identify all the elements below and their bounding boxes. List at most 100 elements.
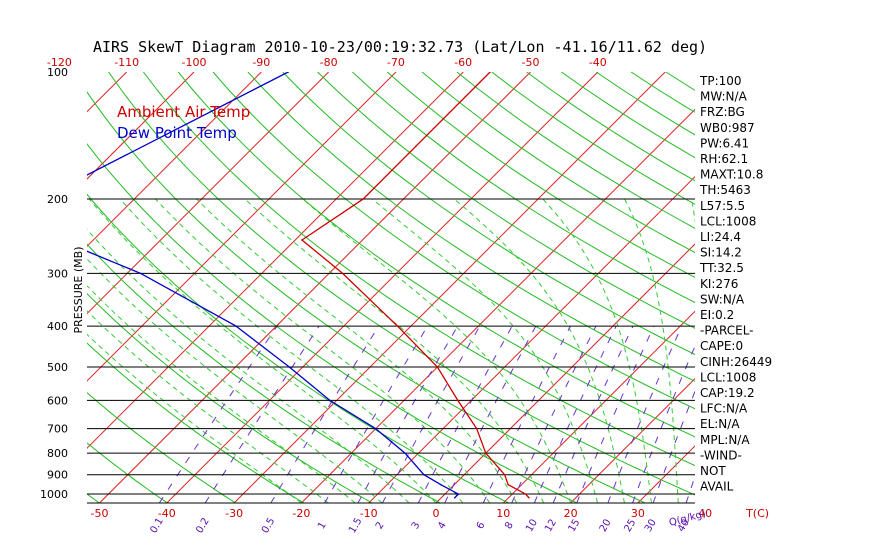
temp-unit-label: T(C) <box>745 507 769 520</box>
isotherm-line <box>301 108 695 503</box>
isotherm-line <box>502 310 695 503</box>
pressure-tick-label: 100 <box>47 66 68 79</box>
pressure-tick-label: 700 <box>47 423 68 436</box>
dry-adiabat-line <box>87 442 168 503</box>
index-entry: TP:100 <box>699 74 742 88</box>
top-temp-tick-label: -60 <box>454 56 472 69</box>
dry-adiabat-line <box>282 72 695 356</box>
index-entry: SW:N/A <box>700 292 745 306</box>
isotherm-line <box>87 72 397 382</box>
bottom-temp-tick-label: 0 <box>433 507 440 520</box>
dry-adiabat-line <box>143 72 695 467</box>
mixing-ratio-line <box>270 325 380 503</box>
index-entry: EL:N/A <box>700 417 740 431</box>
top-temp-tick-label: -100 <box>182 56 207 69</box>
dry-adiabat-line <box>87 392 236 503</box>
index-entry: CAPE:0 <box>700 339 743 353</box>
series-point <box>528 496 530 499</box>
mixing-ratio-tick-label: 0.2 <box>194 516 211 535</box>
mixing-ratio-tick-label: 20 <box>598 517 614 534</box>
bottom-temp-tick-label: -50 <box>91 507 109 520</box>
legend-entry: Ambient Air Temp <box>117 103 250 121</box>
mixing-ratio-line <box>382 325 481 503</box>
index-entry: LCL:1008 <box>700 214 756 228</box>
dry-adiabat-line <box>526 72 695 182</box>
dry-adiabat-line <box>87 342 305 503</box>
series-point <box>139 272 142 275</box>
series-point <box>414 145 417 148</box>
bottom-temp-tick-label: -10 <box>360 507 378 520</box>
index-entry: NOT <box>700 464 726 478</box>
pressure-tick-label: 800 <box>47 447 68 460</box>
isotherm-line <box>233 72 666 503</box>
mixing-ratio-line <box>533 325 617 503</box>
index-entry: RH:62.1 <box>700 152 748 166</box>
dry-adiabat-line <box>87 243 441 503</box>
series-point <box>396 325 399 327</box>
top-temp-tick-label: -40 <box>589 56 607 69</box>
index-entry: KI:276 <box>700 277 738 291</box>
index-entry: MPL:N/A <box>700 433 750 447</box>
mixing-ratio-tick-label: 0.5 <box>260 516 277 535</box>
series-point <box>457 399 459 402</box>
pressure-tick-label: 900 <box>47 469 68 482</box>
legend-entry: Dew Point Temp <box>117 124 237 142</box>
series-point <box>341 272 344 275</box>
index-entry: -WIND- <box>700 448 742 462</box>
bottom-temp-tick-label: 30 <box>631 507 645 520</box>
index-entry: CAP:19.2 <box>700 386 755 400</box>
series-point <box>288 366 291 368</box>
bottom-temp-tick-label: 40 <box>698 507 712 520</box>
mixing-ratio-tick-label: 10 <box>524 517 540 534</box>
bottom-temp-tick-label: 10 <box>496 507 510 520</box>
top-temp-tick-label: -70 <box>387 56 405 69</box>
dry-adiabat-line <box>421 72 695 254</box>
dry-adiabat-line <box>108 72 695 496</box>
dry-adiabat-line <box>317 72 695 329</box>
mixing-ratio-line <box>685 474 695 503</box>
top-temp-tick-label: -90 <box>252 56 270 69</box>
top-temp-tick-label: -120 <box>47 56 72 69</box>
moist-adiabat-line <box>88 198 437 503</box>
pressure-tick-label: 300 <box>47 267 68 280</box>
isotherm-line <box>87 72 195 180</box>
dry-adiabat-line <box>0 72 31 503</box>
dry-adiabat-line <box>212 72 695 410</box>
mixing-ratio-line <box>607 325 683 503</box>
mixing-ratio-line <box>552 325 634 503</box>
series-point <box>507 483 509 486</box>
pressure-tick-label: 400 <box>47 320 68 333</box>
moist-adiabat-line <box>155 198 491 503</box>
pressure-tick-label: 500 <box>47 361 68 374</box>
moist-adiabat-line <box>119 198 464 503</box>
index-entry: FRZ:BG <box>700 105 745 119</box>
mixing-ratio-line <box>511 325 597 503</box>
series-point <box>329 399 331 402</box>
bottom-temp-tick-label: -30 <box>225 507 243 520</box>
isotherm-line <box>773 72 870 503</box>
dry-adiabat-line <box>386 72 695 278</box>
moist-adiabat-line <box>196 198 518 503</box>
isotherm-line <box>637 445 695 503</box>
mixing-ratio-line <box>158 325 278 503</box>
series-point <box>453 496 456 499</box>
dry-adiabat-line <box>177 72 695 438</box>
index-entry: CINH:26449 <box>700 355 772 369</box>
dry-adiabat-line <box>87 91 646 503</box>
moist-adiabat-line <box>371 198 598 503</box>
mixing-ratio-tick-label: 3 <box>410 520 423 531</box>
series-point <box>475 427 478 430</box>
mixing-ratio-line <box>204 325 320 503</box>
mixing-ratio-line <box>632 344 695 503</box>
mixing-ratio-tick-label: 4 <box>436 520 449 531</box>
mixing-ratio-line <box>444 325 537 503</box>
index-entry: WB0:987 <box>700 121 755 135</box>
mixing-ratio-tick-label: 30 <box>643 517 659 534</box>
series-point <box>301 239 303 241</box>
series-line <box>300 72 530 499</box>
moist-adiabat-line <box>302 198 572 503</box>
index-entry: PW:6.41 <box>700 136 749 150</box>
moist-adiabat-line <box>87 333 302 503</box>
